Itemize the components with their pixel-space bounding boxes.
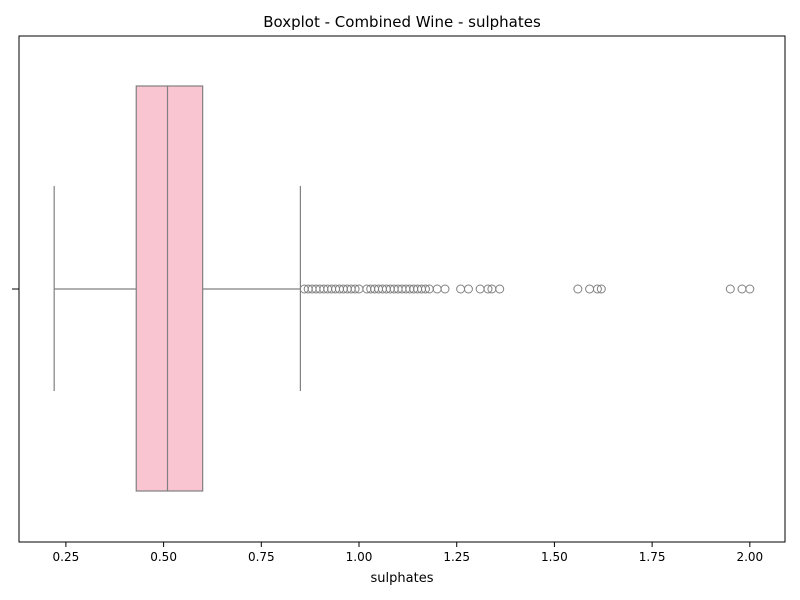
chart-title: Boxplot - Combined Wine - sulphates: [263, 13, 541, 31]
outlier-point: [725, 284, 735, 294]
outlier-point: [483, 284, 493, 294]
outlier-point: [596, 284, 606, 294]
x-tick-label: 1.00: [346, 550, 373, 564]
outlier-point: [585, 284, 595, 294]
x-tick-label: 0.75: [248, 550, 275, 564]
x-axis-ticks: 0.25 0.50 0.75 1.00 1.25 1.50 1.75 2.00: [53, 542, 763, 564]
outlier-point: [456, 284, 466, 294]
x-tick-label: 1.25: [443, 550, 470, 564]
boxplot-box-group: [53, 85, 301, 492]
x-tick-label: 1.75: [639, 550, 666, 564]
iqr-box: [135, 85, 204, 492]
outlier-point: [592, 284, 602, 294]
x-tick-label: 0.25: [53, 550, 80, 564]
outlier-point: [495, 284, 505, 294]
outlier-point: [745, 284, 755, 294]
outlier-point: [737, 284, 747, 294]
x-tick-label: 2.00: [736, 550, 763, 564]
outlier-point: [573, 284, 583, 294]
outlier-point: [475, 284, 485, 294]
outlier-point: [440, 284, 450, 294]
outlier-point: [463, 284, 473, 294]
outlier-point: [420, 284, 430, 294]
outlier-point: [350, 284, 360, 294]
outlier-points: [299, 284, 755, 294]
x-tick-label: 0.50: [150, 550, 177, 564]
x-tick-label: 1.50: [541, 550, 568, 564]
outlier-point: [432, 284, 442, 294]
x-axis-label: sulphates: [371, 571, 434, 586]
